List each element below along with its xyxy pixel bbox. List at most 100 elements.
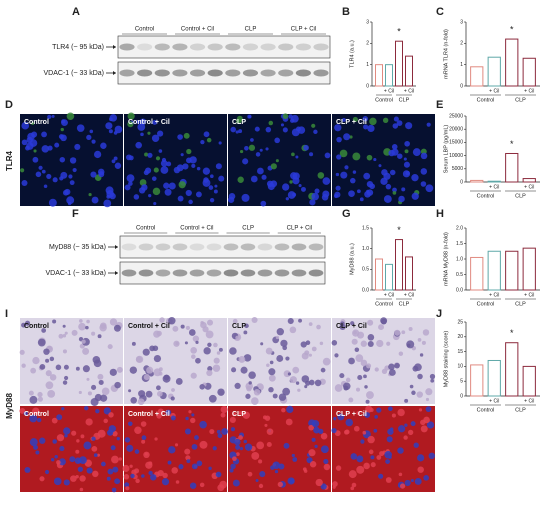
cell-nucleus [153, 167, 159, 173]
cell-nucleus [62, 189, 69, 196]
cell-nucleus [349, 135, 353, 139]
lane-label: Control [136, 226, 155, 232]
cell-nucleus [108, 129, 113, 134]
cell-nucleus [48, 198, 57, 207]
cell-nucleus [62, 349, 67, 354]
cell-nucleus [207, 342, 212, 347]
micrograph-label: CLP [232, 411, 246, 418]
cell-nucleus [348, 190, 355, 197]
cell-nucleus [191, 163, 196, 168]
cell-nucleus [93, 359, 102, 368]
cell-nucleus [124, 482, 130, 488]
group-label: CLP [399, 301, 410, 307]
cell-nucleus [408, 326, 413, 331]
blot-band [295, 69, 311, 77]
cell-nucleus [21, 121, 30, 130]
cell-nucleus [62, 333, 67, 338]
cell-nucleus [89, 129, 94, 134]
cell-nucleus [168, 317, 176, 325]
cell-nucleus [343, 385, 349, 391]
cell-nucleus [46, 173, 52, 180]
cell-nucleus [331, 340, 338, 346]
micrograph-label: Control [24, 411, 49, 418]
band-label: VDAC-1 (~ 33 kDa) [46, 270, 107, 277]
cell-nucleus [210, 174, 214, 179]
cell-nucleus [260, 342, 264, 346]
cell-nucleus [420, 425, 428, 433]
cell-nucleus [39, 437, 46, 444]
cell-nucleus [32, 156, 39, 163]
cell-nucleus [383, 195, 392, 203]
cell-nucleus [298, 184, 302, 188]
lane-label: Control [135, 27, 154, 33]
cell-nucleus [106, 476, 111, 481]
cell-nucleus [21, 363, 26, 368]
cell-nucleus [171, 467, 178, 474]
cell-nucleus [363, 124, 369, 130]
cell-nucleus [41, 169, 46, 174]
cell-nucleus [430, 378, 435, 383]
cell-nucleus [35, 450, 40, 455]
cell-nucleus [244, 443, 253, 451]
cell-nucleus [147, 131, 151, 135]
cell-nucleus [61, 407, 65, 411]
cell-nucleus [397, 447, 404, 454]
blot-band [291, 269, 307, 277]
panel-letter: I [5, 308, 8, 320]
cell-nucleus [28, 390, 34, 396]
cell-nucleus [244, 145, 249, 151]
cell-nucleus [237, 176, 244, 183]
cell-nucleus [128, 389, 132, 393]
cell-nucleus [45, 358, 50, 363]
cell-nucleus [397, 408, 405, 417]
cell-nucleus [160, 166, 169, 174]
group-label: CLP [515, 193, 526, 199]
cell-nucleus [215, 471, 222, 478]
cell-nucleus [366, 391, 374, 399]
cell-nucleus [83, 441, 92, 450]
cell-nucleus [353, 425, 360, 432]
cell-nucleus [177, 195, 184, 202]
cell-nucleus [171, 388, 175, 392]
panel-letter: E [436, 99, 443, 111]
cell-nucleus [231, 412, 236, 417]
cell-nucleus [164, 188, 172, 196]
cell-nucleus [403, 157, 407, 161]
cell-nucleus [282, 127, 288, 133]
cell-nucleus [408, 429, 414, 436]
blot-band [189, 243, 205, 251]
cell-nucleus [244, 323, 249, 329]
cell-nucleus [135, 141, 142, 149]
y-tick-label: 0 [366, 83, 369, 89]
cell-nucleus [220, 412, 226, 418]
cell-nucleus [106, 194, 111, 199]
cell-nucleus [311, 420, 320, 428]
cell-nucleus [320, 483, 327, 490]
cell-nucleus [313, 426, 320, 434]
cell-nucleus [360, 340, 367, 347]
cell-nucleus [232, 318, 238, 324]
cell-nucleus [266, 428, 274, 435]
cell-nucleus [404, 479, 411, 487]
cell-nucleus [191, 463, 198, 470]
cell-nucleus [364, 190, 371, 198]
cell-nucleus [109, 117, 113, 122]
cell-nucleus [345, 377, 351, 383]
cell-nucleus [239, 149, 244, 154]
cell-nucleus [97, 373, 104, 380]
cell-nucleus [170, 396, 175, 401]
cell-nucleus [218, 141, 222, 145]
cell-nucleus [55, 364, 62, 371]
blot-strip [117, 61, 331, 85]
cell-nucleus [278, 393, 287, 401]
bar [470, 256, 484, 291]
cell-nucleus [275, 159, 279, 163]
blot-band [308, 269, 324, 277]
cell-nucleus [184, 448, 191, 455]
cell-nucleus [292, 177, 300, 185]
cell-nucleus [208, 466, 212, 471]
cell-nucleus [145, 390, 153, 398]
cell-nucleus [107, 344, 113, 350]
cell-nucleus [54, 142, 60, 148]
cell-nucleus [350, 177, 356, 184]
